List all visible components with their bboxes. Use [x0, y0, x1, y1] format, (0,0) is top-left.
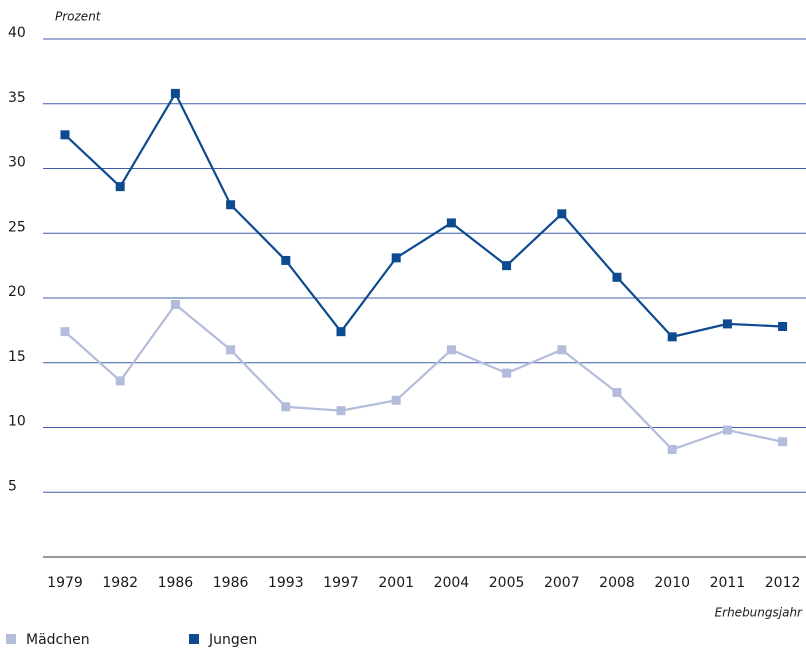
x-tick-label: 1986	[213, 575, 249, 591]
x-tick-label: 2004	[434, 575, 470, 591]
point	[281, 402, 291, 412]
x-tick-label: 2010	[654, 575, 690, 591]
x-tick-label: 1979	[47, 575, 83, 591]
x-tick-label: 2005	[489, 575, 525, 591]
point	[778, 321, 788, 331]
point	[667, 445, 677, 455]
y-tick-label: 30	[8, 155, 26, 171]
x-tick-label: 1997	[323, 575, 359, 591]
point	[281, 255, 291, 265]
x-tick-label: 2011	[710, 575, 746, 591]
point	[502, 368, 512, 378]
legend-swatch	[189, 634, 199, 644]
point	[722, 425, 732, 435]
point	[557, 209, 567, 219]
point	[115, 182, 125, 192]
point	[336, 327, 346, 337]
point	[60, 327, 70, 337]
y-tick-label: 15	[8, 349, 26, 365]
series-line	[64, 91, 783, 339]
point	[778, 437, 788, 447]
y-tick-label: 25	[8, 219, 26, 235]
point	[446, 345, 456, 355]
y-tick-label: 5	[8, 478, 17, 494]
y-tick-label: 35	[8, 90, 26, 106]
legend-swatch	[6, 634, 16, 644]
point	[336, 406, 346, 416]
point	[170, 299, 180, 309]
point	[502, 261, 512, 271]
point	[722, 319, 732, 329]
point	[60, 130, 70, 140]
legend-label: Mädchen	[26, 632, 90, 648]
point	[667, 332, 677, 342]
series-line	[64, 302, 783, 451]
point	[391, 395, 401, 405]
point	[612, 272, 622, 282]
point	[226, 200, 236, 210]
point	[612, 388, 622, 398]
x-axis-label: Erhebungsjahr	[715, 606, 803, 620]
x-tick-label: 2008	[599, 575, 635, 591]
y-tick-label: 20	[8, 284, 26, 300]
x-tick-label: 2007	[544, 575, 580, 591]
x-tick-label: 1993	[268, 575, 304, 591]
point	[446, 218, 456, 228]
x-tick-label: 1986	[158, 575, 194, 591]
x-tick-label: 2012	[765, 575, 801, 591]
y-tick-label: 40	[8, 25, 26, 41]
point	[170, 88, 180, 98]
x-tick-label: 1982	[102, 575, 138, 591]
y-tick-label: 10	[8, 414, 26, 430]
point	[226, 345, 236, 355]
point	[557, 345, 567, 355]
point	[115, 376, 125, 386]
y-axis-label: Prozent	[55, 10, 102, 24]
point	[391, 253, 401, 263]
x-tick-label: 2001	[378, 575, 414, 591]
legend-label: Jungen	[208, 632, 257, 648]
